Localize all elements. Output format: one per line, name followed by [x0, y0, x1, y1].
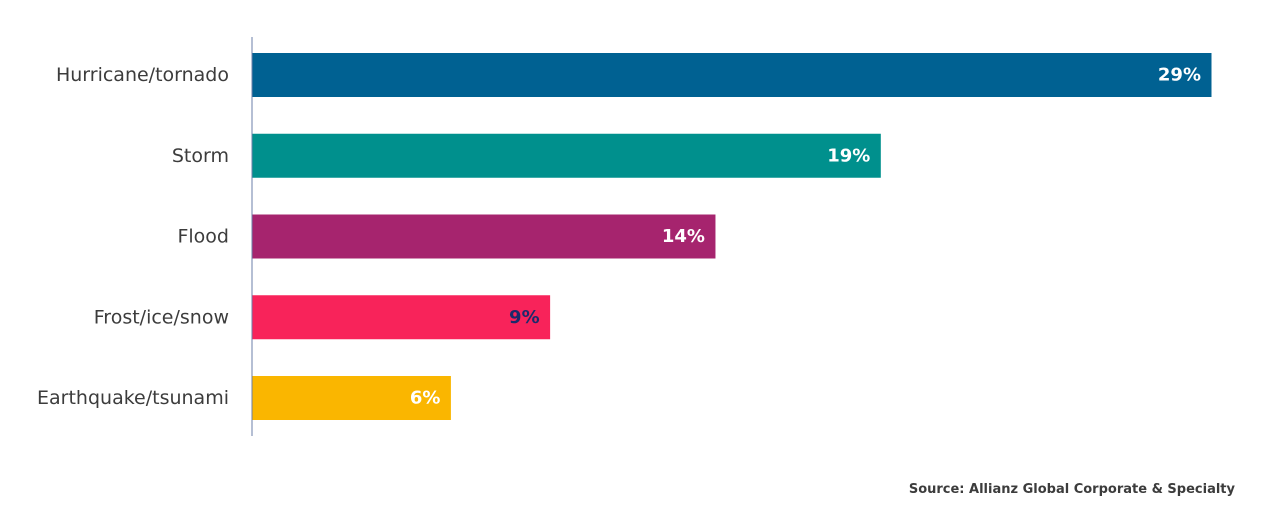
category-label-0: Hurricane/tornado [56, 64, 229, 86]
value-label-1: 19% [827, 145, 870, 166]
bar-4 [252, 376, 451, 420]
value-label-4: 6% [410, 388, 441, 409]
category-label-2: Flood [177, 226, 229, 248]
category-label-4: Earthquake/tsunami [37, 387, 229, 409]
bars-group: Hurricane/tornado 29% Storm 19% Flood 14% Fros… [37, 53, 1212, 420]
value-label-3: 9% [509, 307, 540, 328]
bar-3 [252, 295, 551, 340]
bar-0 [252, 53, 1212, 97]
value-label-0: 29% [1158, 65, 1201, 86]
bar-1 [252, 133, 881, 178]
bar-2 [252, 214, 716, 259]
category-label-1: Storm [172, 145, 229, 167]
category-label-3: Frost/ice/snow [94, 306, 229, 328]
value-label-2: 14% [662, 226, 705, 247]
source-note: Source: Allianz Global Corporate & Speci… [908, 482, 1235, 497]
